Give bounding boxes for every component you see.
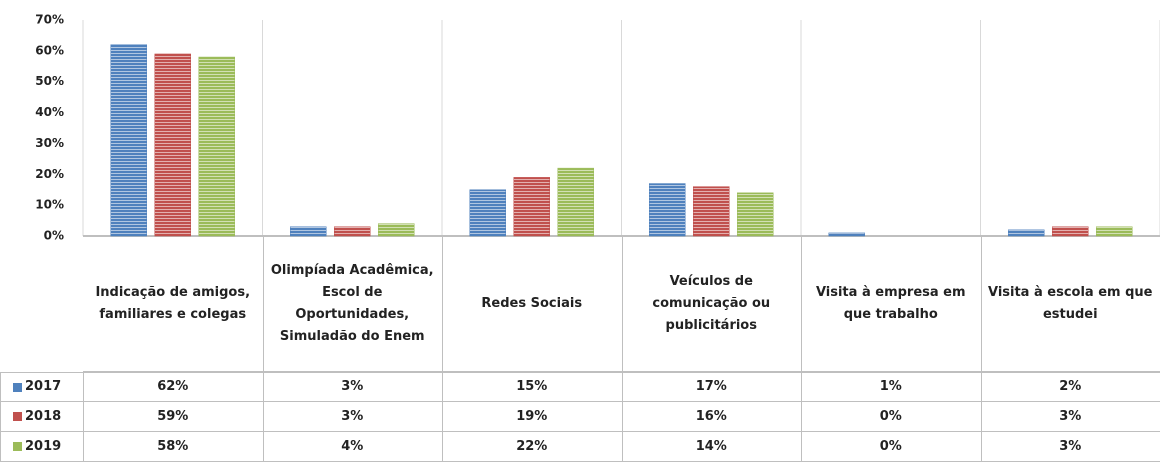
data-table-value: 22% xyxy=(442,432,623,462)
bar xyxy=(469,189,506,237)
category-label: Indicação de amigos, familiares e colega… xyxy=(83,236,264,372)
bar xyxy=(198,56,235,237)
bar xyxy=(557,167,594,237)
bar xyxy=(110,44,147,237)
legend-swatch xyxy=(13,412,22,421)
category-label: Veículos de comunicação ou publicitários xyxy=(621,236,802,372)
legend-swatch xyxy=(13,442,22,451)
bar xyxy=(1096,226,1133,237)
category-label: Visita à empresa em que trabalho xyxy=(801,236,982,372)
y-tick-label: 0% xyxy=(44,229,64,243)
bar xyxy=(290,226,327,237)
data-table-value: 16% xyxy=(621,402,802,432)
data-table-value: 17% xyxy=(621,372,802,402)
data-table-value: 3% xyxy=(262,372,443,402)
bar xyxy=(737,192,774,237)
y-tick-label: 50% xyxy=(35,74,64,88)
data-table-value: 3% xyxy=(980,402,1160,432)
y-tick-label: 40% xyxy=(35,105,64,119)
category-label: Visita à escola em que estudei xyxy=(980,236,1160,372)
bar xyxy=(154,53,191,237)
data-table-value: 2% xyxy=(980,372,1160,402)
bar xyxy=(1008,229,1045,237)
y-tick-label: 60% xyxy=(35,43,64,57)
bar xyxy=(649,183,686,237)
bar xyxy=(1052,226,1089,237)
data-table-value: 0% xyxy=(801,402,982,432)
data-table-value: 1% xyxy=(801,372,982,402)
data-table-value: 59% xyxy=(83,402,264,432)
category-label: Redes Sociais xyxy=(442,236,623,372)
bar xyxy=(334,226,371,237)
y-tick-label: 10% xyxy=(35,198,64,212)
legend-entry: 2017 xyxy=(0,372,84,402)
data-table-value: 3% xyxy=(262,402,443,432)
bar xyxy=(693,186,730,237)
legend-label: 2019 xyxy=(25,438,62,454)
data-table-value: 3% xyxy=(980,432,1160,462)
legend-swatch xyxy=(13,382,22,392)
y-tick-label: 70% xyxy=(35,13,64,27)
bar xyxy=(828,232,865,237)
data-table-value: 58% xyxy=(83,432,264,462)
y-tick-label: 30% xyxy=(35,136,64,150)
y-tick-label: 20% xyxy=(35,167,64,181)
legend-label: 2017 xyxy=(25,379,62,394)
data-table-value: 19% xyxy=(442,402,623,432)
data-table-value: 62% xyxy=(83,372,264,402)
data-table-value: 4% xyxy=(262,432,443,462)
legend-entry: 2018 xyxy=(0,402,84,432)
data-table-value: 15% xyxy=(442,372,623,402)
data-table-value: 0% xyxy=(801,432,982,462)
bar xyxy=(513,177,550,237)
category-label: Olimpíada Acadêmica, Escol de Oportunida… xyxy=(262,236,443,372)
data-table-value: 14% xyxy=(621,432,802,462)
legend-entry: 2019 xyxy=(0,432,84,462)
legend-label: 2018 xyxy=(25,408,62,424)
bar xyxy=(378,223,415,237)
